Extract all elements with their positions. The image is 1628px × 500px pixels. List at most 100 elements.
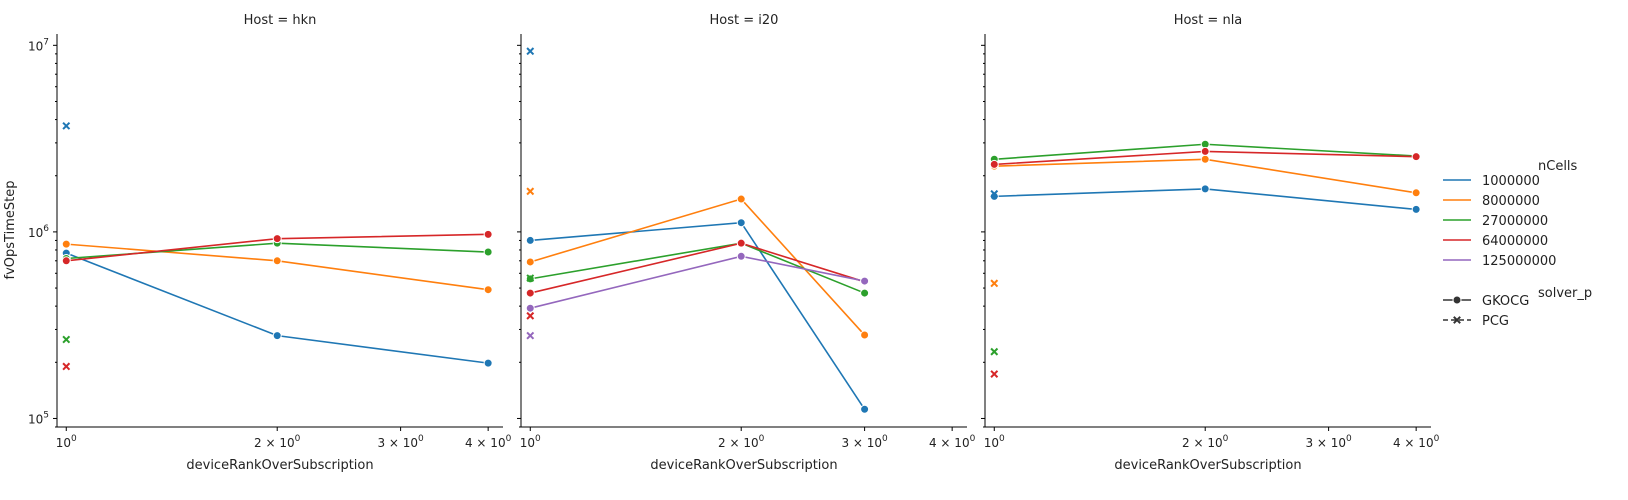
series-27000000-PCG	[526, 274, 535, 283]
data-point	[525, 257, 535, 267]
data-point	[272, 234, 282, 244]
data-point	[860, 404, 870, 414]
data-point	[860, 276, 870, 286]
data-point	[62, 121, 71, 130]
data-point	[526, 47, 535, 56]
series-1000000-PCG	[990, 189, 999, 198]
data-point	[1411, 152, 1421, 162]
series-64000000-GKOCG	[989, 146, 1421, 169]
y-tick-label: 105	[28, 410, 49, 426]
x-axis-label: deviceRankOverSubscription	[650, 458, 837, 473]
data-point	[526, 187, 535, 196]
data-point	[272, 256, 282, 266]
data-point	[272, 331, 282, 341]
series-64000000-PCG	[526, 311, 535, 320]
series-8000000-GKOCG	[525, 194, 870, 340]
data-point	[736, 238, 746, 248]
data-point	[860, 288, 870, 298]
series-1000000-PCG	[526, 47, 535, 56]
data-point	[990, 370, 999, 378]
data-point	[62, 362, 71, 371]
legend-item: PCG	[1482, 314, 1509, 329]
data-point	[1200, 154, 1210, 164]
x-tick-label: 3 × 100	[377, 434, 424, 450]
data-point	[990, 189, 999, 198]
legend-item: 1000000	[1482, 174, 1540, 189]
series-125000000-GKOCG	[525, 251, 870, 313]
data-point	[1200, 184, 1210, 194]
legend-marker	[1452, 295, 1462, 305]
data-point	[483, 247, 493, 257]
legend-item: 64000000	[1482, 234, 1548, 249]
data-point	[526, 274, 535, 283]
x-tick-label: 2 × 100	[254, 434, 301, 450]
data-point	[990, 279, 999, 288]
data-point	[1411, 188, 1421, 198]
series-27000000-PCG	[62, 335, 71, 344]
x-tick-label: 4 × 100	[1393, 434, 1440, 450]
legend-style-title: solver_p	[1538, 286, 1592, 301]
x-axis-label: deviceRankOverSubscription	[1114, 458, 1301, 473]
series-1000000-GKOCG	[525, 218, 870, 414]
panel-title: Host = nla	[1174, 13, 1243, 28]
series-line	[530, 255, 865, 309]
x-axis-label: deviceRankOverSubscription	[186, 458, 373, 473]
panels: Host = hkn 105 106 107 100 2 × 100 3 × 100 4 × …	[28, 13, 1440, 473]
series-line	[66, 243, 489, 291]
x-tick-label: 4 × 100	[465, 434, 512, 450]
data-point	[526, 331, 535, 340]
data-point	[525, 303, 535, 313]
panel-title: Host = i20	[710, 13, 779, 28]
data-point	[736, 251, 746, 261]
data-point	[736, 218, 746, 228]
x-tick-label: 100	[56, 434, 77, 450]
data-point	[62, 335, 71, 344]
legend-marker	[1453, 316, 1461, 324]
data-point	[989, 191, 999, 201]
y-tick-label: 107	[28, 37, 49, 53]
series-1000000-PCG	[62, 121, 71, 130]
data-point	[525, 288, 535, 298]
series-125000000-PCG	[526, 331, 535, 340]
panel-2: Host = nla 100 2 × 100 3 × 100 4 × 100 device…	[981, 13, 1440, 473]
legend: nCells solver_p 1000000 8000000 27000000 64…	[1443, 159, 1592, 329]
data-point	[860, 330, 870, 340]
panel-0: Host = hkn 105 106 107 100 2 × 100 3 × 100 4 × …	[28, 13, 512, 473]
x-tick-label: 3 × 100	[841, 434, 888, 450]
series-line	[530, 242, 865, 294]
data-point	[989, 159, 999, 169]
y-axis-label: fvOpsTimeStep	[3, 181, 18, 280]
y-tick-label: 106	[28, 224, 49, 240]
data-point	[736, 194, 746, 204]
legend-item: GKOCG	[1482, 294, 1529, 309]
x-tick-label: 2 × 100	[718, 434, 765, 450]
data-point	[483, 229, 493, 239]
x-tick-label: 4 × 100	[929, 434, 976, 450]
series-1000000-GKOCG	[989, 184, 1421, 214]
series-8000000-GKOCG	[61, 239, 493, 295]
legend-hue-title: nCells	[1538, 159, 1578, 174]
legend-item: 8000000	[1482, 194, 1540, 209]
data-point	[483, 358, 493, 368]
series-8000000-PCG	[990, 279, 999, 288]
series-8000000-PCG	[526, 187, 535, 196]
x-tick-label: 100	[984, 434, 1005, 450]
panel-1: Host = i20 100 2 × 100 3 × 100 4 × 100 device…	[517, 13, 976, 473]
x-tick-label: 100	[520, 434, 541, 450]
data-point	[1411, 204, 1421, 214]
data-point	[525, 235, 535, 245]
series-64000000-PCG	[990, 370, 999, 378]
data-point	[61, 239, 71, 249]
data-point	[61, 256, 71, 266]
series-1000000-GKOCG	[61, 248, 493, 368]
data-point	[1200, 146, 1210, 156]
data-point	[526, 311, 535, 320]
series-27000000-PCG	[990, 347, 999, 356]
x-tick-label: 2 × 100	[1182, 434, 1229, 450]
panel-title: Host = hkn	[244, 13, 317, 28]
data-point	[990, 347, 999, 356]
series-64000000-GKOCG	[61, 229, 493, 266]
x-tick-label: 3 × 100	[1305, 434, 1352, 450]
legend-item: 27000000	[1482, 214, 1548, 229]
